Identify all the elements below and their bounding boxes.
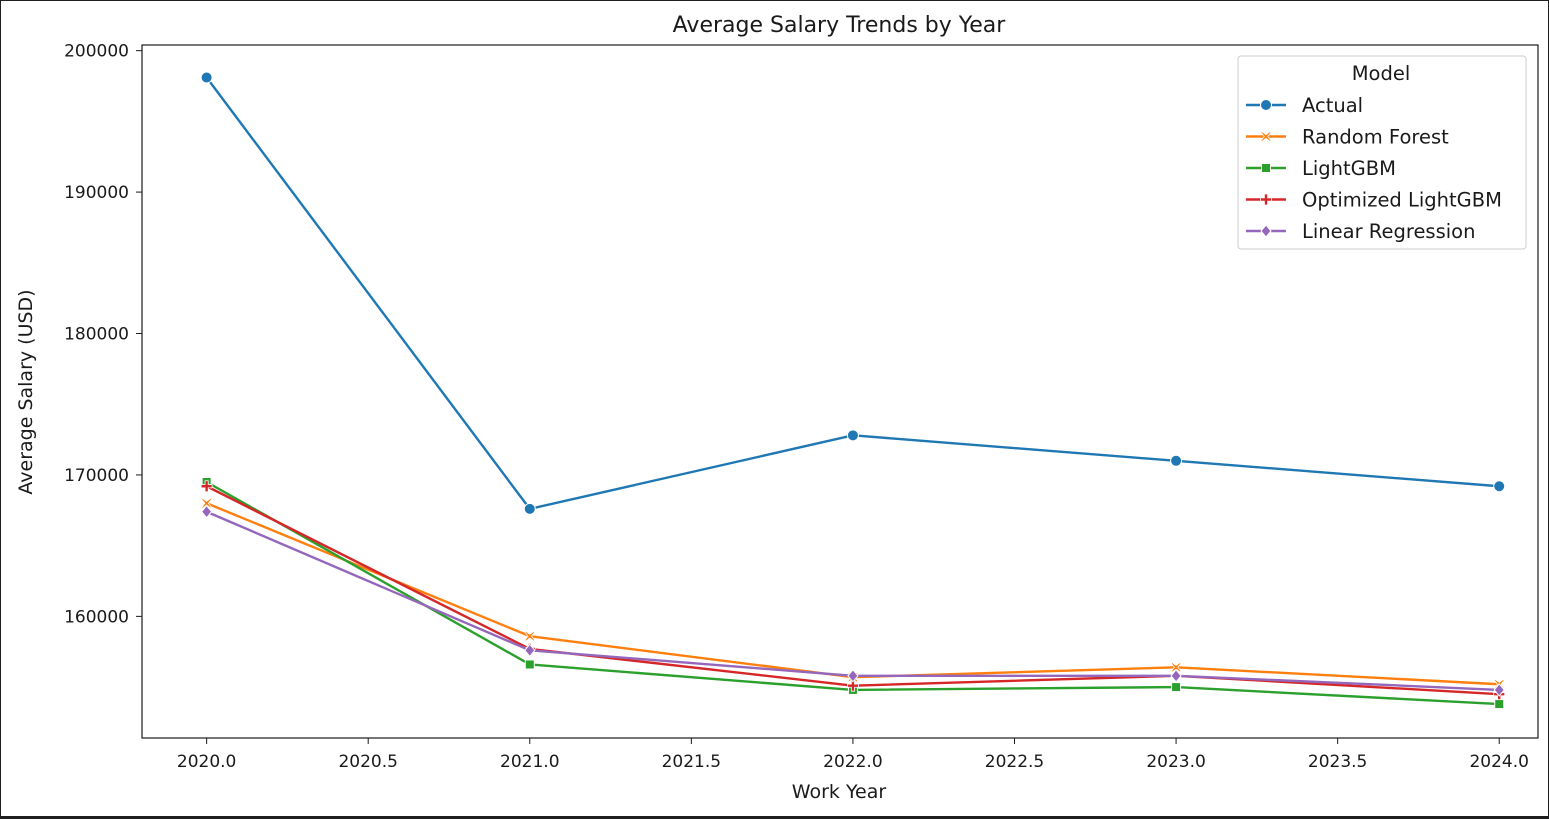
legend-swatch-marker xyxy=(1260,193,1272,206)
data-point-lightgbm xyxy=(1494,699,1505,710)
legend-label: Linear Regression xyxy=(1302,220,1475,243)
data-point-actual xyxy=(846,429,859,442)
legend-item-actual: Actual xyxy=(1246,94,1363,117)
y-tick-label: 200000 xyxy=(64,42,129,62)
data-point-optimized-lightgbm xyxy=(847,679,859,692)
legend-label: Random Forest xyxy=(1302,126,1449,149)
series-line-linear-regression xyxy=(205,510,1501,692)
y-tick-label: 180000 xyxy=(64,325,129,345)
legend-label: Optimized LightGBM xyxy=(1302,189,1502,212)
x-tick-label: 2023.5 xyxy=(1308,752,1367,772)
x-tick-label: 2020.0 xyxy=(177,752,236,772)
x-tick-label: 2021.5 xyxy=(662,752,721,772)
x-tick-label: 2022.0 xyxy=(823,752,882,772)
data-point-actual xyxy=(1493,480,1506,493)
legend-swatch-marker xyxy=(1260,131,1272,142)
y-axis-label: Average Salary (USD) xyxy=(15,289,37,494)
x-tick-label: 2022.5 xyxy=(985,752,1044,772)
chart-title: Average Salary Trends by Year xyxy=(673,13,1007,38)
series-linear-regression xyxy=(200,504,1505,697)
legend: Model Actual Random Forest LightGBM Optimiz… xyxy=(1237,55,1527,250)
data-point-actual xyxy=(523,502,536,515)
data-point-lightgbm xyxy=(524,659,535,670)
legend-swatch-marker xyxy=(1260,99,1272,111)
legend-item-linear-regression: Linear Regression xyxy=(1246,220,1475,243)
x-tick-label: 2020.5 xyxy=(338,752,397,772)
legend-swatch-marker xyxy=(1261,163,1271,173)
y-axis: 160000 170000 180000 190000 200000 xyxy=(64,42,142,627)
x-tick-label: 2023.0 xyxy=(1146,752,1205,772)
plot-area xyxy=(141,44,1539,739)
legend-label: Actual xyxy=(1302,94,1363,117)
legend-box xyxy=(1237,55,1527,250)
legend-swatch-marker xyxy=(1260,224,1272,238)
x-axis-label: Work Year xyxy=(792,781,887,803)
x-axis: 2020.0 2020.5 2021.0 2021.5 2022.0 2022.5 2023… xyxy=(177,738,1529,772)
x-tick-label: 2024.0 xyxy=(1469,752,1528,772)
data-point-random-forest xyxy=(524,630,536,642)
y-tick-label: 190000 xyxy=(64,183,129,203)
data-point-random-forest xyxy=(1170,661,1182,673)
data-point-linear-regression xyxy=(200,504,213,519)
legend-label: LightGBM xyxy=(1302,157,1396,180)
series-actual xyxy=(200,71,1506,515)
data-point-linear-regression xyxy=(1493,683,1505,697)
data-point-linear-regression xyxy=(847,668,859,683)
data-point-random-forest xyxy=(201,497,213,509)
data-point-actual xyxy=(1170,454,1183,467)
data-point-linear-regression xyxy=(524,643,536,658)
y-tick-label: 160000 xyxy=(64,607,129,627)
legend-title: Model xyxy=(1352,62,1411,85)
series-layer xyxy=(200,71,1506,710)
legend-item-random-forest: Random Forest xyxy=(1246,126,1449,149)
data-point-actual xyxy=(200,71,213,84)
data-point-optimized-lightgbm xyxy=(200,480,213,493)
data-point-lightgbm xyxy=(1171,682,1182,693)
legend-item-optimized-lightgbm: Optimized LightGBM xyxy=(1246,189,1502,212)
legend-entries: Actual Random Forest LightGBM Optimized Lig… xyxy=(1246,94,1502,243)
legend-item-lightgbm: LightGBM xyxy=(1246,157,1396,180)
y-tick-label: 170000 xyxy=(64,466,129,486)
x-tick-label: 2021.0 xyxy=(500,752,559,772)
data-point-linear-regression xyxy=(1170,668,1182,683)
